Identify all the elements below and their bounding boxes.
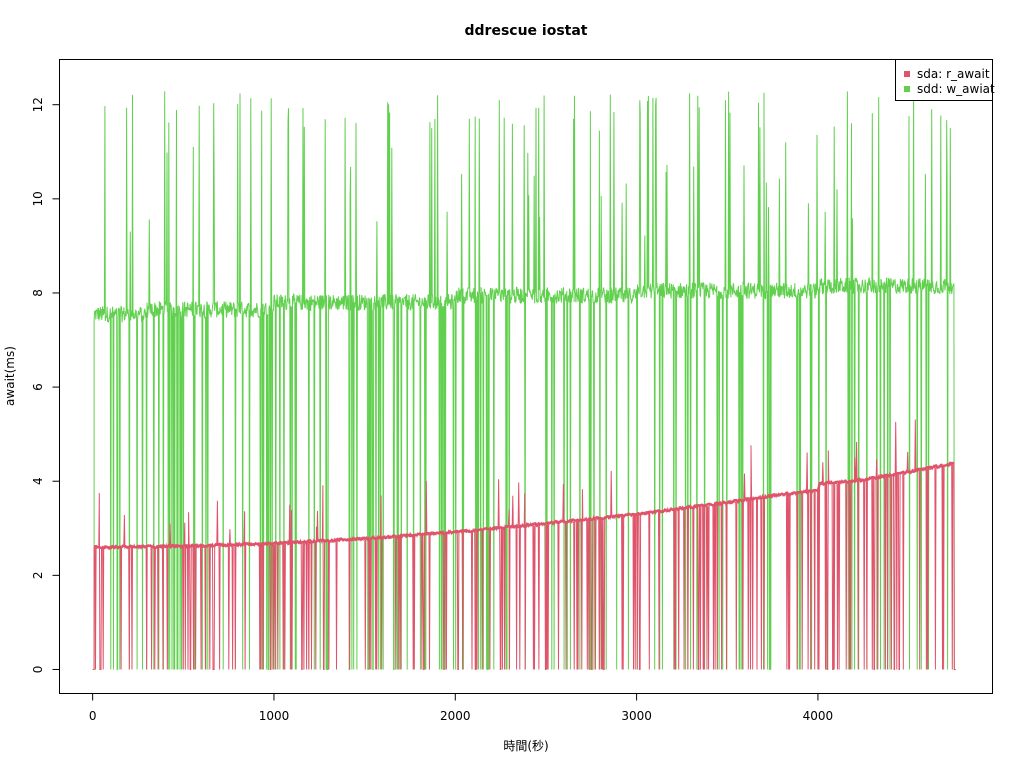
x-tick-label: 0 [89,709,97,723]
x-tick-label: 2000 [440,709,471,723]
x-axis: 0 1000 2000 3000 4000 [89,693,834,723]
y-tick-label: 2 [31,572,45,580]
y-tick-label: 12 [31,97,45,112]
legend-swatch-sda [904,71,910,77]
x-axis-label: 時間(秒) [503,739,548,753]
x-tick-label: 3000 [621,709,652,723]
y-tick-label: 6 [31,383,45,391]
y-tick-label: 8 [31,289,45,297]
y-axis: 0 2 4 6 8 10 12 [31,97,60,673]
legend: sda: r_await sdd: w_awiat [895,59,995,101]
series-trend-sda [94,461,955,550]
legend-label-sdd: sdd: w_awiat [917,82,995,96]
series-layer [92,91,956,670]
y-axis-label: await(ms) [3,346,17,406]
y-tick-label: 10 [31,191,45,206]
legend-label-sda: sda: r_await [917,67,990,81]
x-tick-label: 1000 [259,709,290,723]
y-tick-label: 4 [31,477,45,485]
chart-title: ddrescue iostat [465,23,588,39]
x-tick-label: 4000 [803,709,834,723]
legend-box [895,59,993,101]
legend-swatch-sdd [904,86,910,92]
series-line-sdd [92,91,956,670]
y-tick-label: 0 [31,666,45,674]
